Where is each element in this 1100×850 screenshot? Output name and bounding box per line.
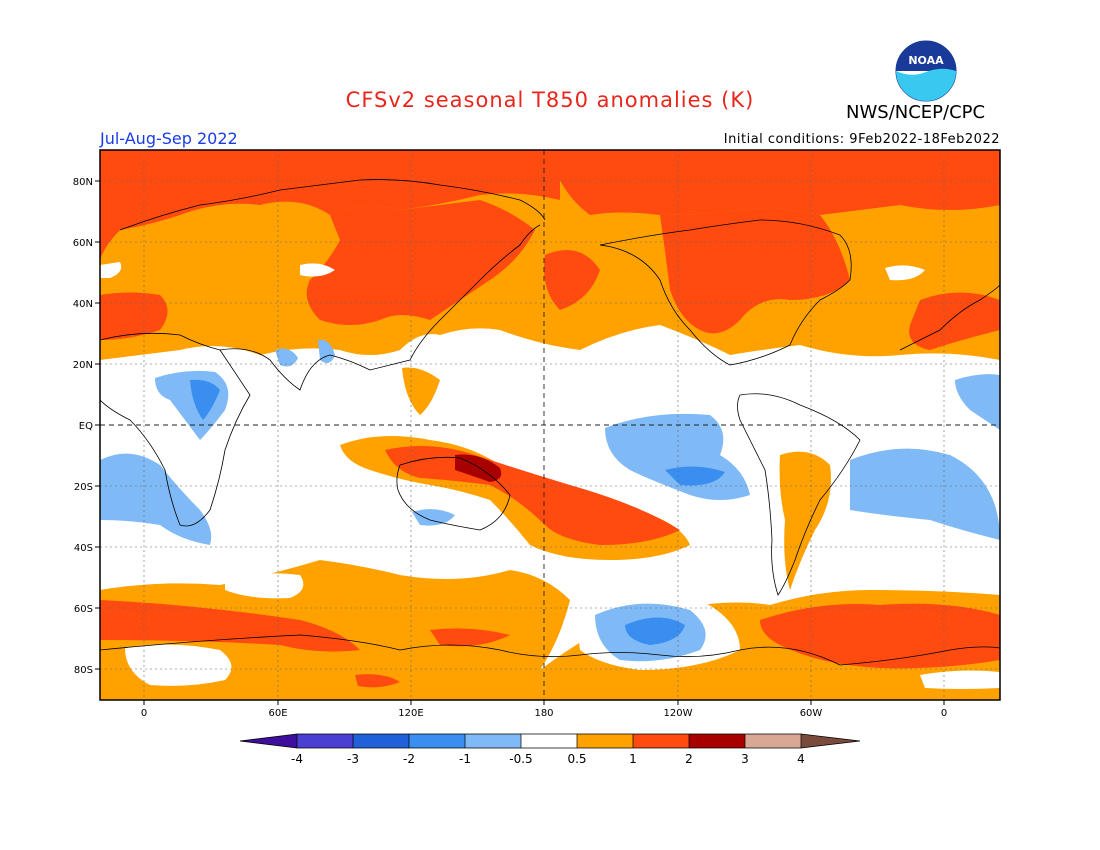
caspian-white-patch [100, 262, 122, 278]
satlantic-cool [850, 448, 1000, 540]
lat-label: 20S [74, 482, 93, 493]
southern-ocean-red-1 [100, 600, 360, 652]
colorbar-label: 4 [797, 752, 805, 766]
namerica-red [660, 208, 850, 334]
axis-ticks [95, 180, 945, 705]
colorbar-segment [353, 734, 409, 748]
colorbar-segment [465, 734, 521, 748]
namerica-coast [599, 219, 852, 366]
colorbar-arrow-high [801, 734, 860, 748]
agency-label: NWS/NCEP/CPC [846, 102, 986, 123]
se-indian-cool [100, 453, 212, 545]
lat-label: 60S [74, 604, 93, 615]
europe-coast [899, 284, 1000, 351]
colorbar-label: -4 [291, 752, 303, 766]
india-cool [275, 348, 298, 367]
npacific-red [544, 250, 600, 310]
lon-label: 120E [398, 708, 423, 719]
initial-conditions-label: Initial conditions: 9Feb2022-18Feb2022 [723, 132, 1000, 147]
natlantic-cool [955, 374, 1000, 430]
southern-ocean-red-2 [430, 628, 510, 647]
lat-label: 20N [73, 360, 93, 371]
arctic-red-2 [560, 150, 1000, 215]
colorbar-segment [521, 734, 577, 748]
lon-label: 120W [664, 708, 693, 719]
colorbar-label: 0.5 [567, 752, 586, 766]
lon-label: 180 [534, 708, 553, 719]
lon-label: 0 [141, 708, 147, 719]
colorbar-segment [633, 734, 689, 748]
season-label: Jul-Aug-Sep 2022 [100, 129, 238, 148]
lon-label: 0 [941, 708, 947, 719]
bay-cool [318, 339, 335, 364]
colorbar-label: 1 [629, 752, 637, 766]
map-title: CFSv2 seasonal T850 anomalies (K) [345, 88, 755, 112]
antarctic-red [355, 674, 400, 688]
lat-label: 40S [74, 543, 93, 554]
west-europe-red [100, 292, 168, 340]
grid-lines [100, 150, 1000, 700]
noaa-logo-icon: NOAA [895, 40, 957, 102]
australia-cool [412, 509, 455, 526]
greenland-white-patch [885, 265, 925, 281]
spacific-cool-core [625, 617, 685, 645]
lat-label: EQ [79, 421, 93, 432]
lat-label: 40N [73, 299, 93, 310]
arctic-red-1 [100, 150, 560, 260]
colorbar-segment [297, 734, 353, 748]
lat-label: 80N [73, 177, 93, 188]
europe-red [909, 292, 1000, 350]
colorbar-label: -0.5 [509, 752, 532, 766]
colorbar-label: -2 [403, 752, 415, 766]
equator-dateline [100, 150, 1000, 700]
colorbar-label: -1 [459, 752, 471, 766]
colorbar-segment [745, 734, 801, 748]
lat-label: 80S [74, 665, 93, 676]
samerica-coast [737, 393, 861, 596]
epacific-cool-core [665, 466, 725, 486]
australia-coast [396, 456, 511, 531]
logo-text: NOAA [908, 54, 944, 67]
antarctica-white-2 [920, 670, 1000, 689]
africa-coast [100, 332, 251, 527]
coastlines [100, 179, 1000, 666]
antarctica-white-1 [125, 644, 232, 686]
lon-label: 60E [268, 708, 287, 719]
asia-coast [219, 224, 541, 391]
lon-label: 60W [800, 708, 823, 719]
asia-white-patch [300, 263, 335, 277]
colorbar-label: 2 [685, 752, 693, 766]
colorbar-segment [409, 734, 465, 748]
africa-cool-core [190, 379, 220, 420]
indonesia-warm [402, 367, 440, 415]
antarctica-coast [100, 634, 1000, 666]
colorbar-segment [689, 734, 745, 748]
south-warm-band [100, 560, 1000, 700]
eurasia-red [306, 200, 535, 325]
indian-south-white [225, 573, 304, 599]
colorbar-segment [577, 734, 633, 748]
colorbar-arrow-low [240, 734, 297, 748]
colorbar-label: 3 [741, 752, 749, 766]
arctic-coast [119, 179, 546, 231]
samerica-warm [779, 451, 831, 590]
colorbar-label: -3 [347, 752, 359, 766]
colorbar: -4 -3 -2 -1 -0.5 0.5 1 2 3 4 [239, 733, 861, 766]
lat-label: 60N [73, 238, 93, 249]
